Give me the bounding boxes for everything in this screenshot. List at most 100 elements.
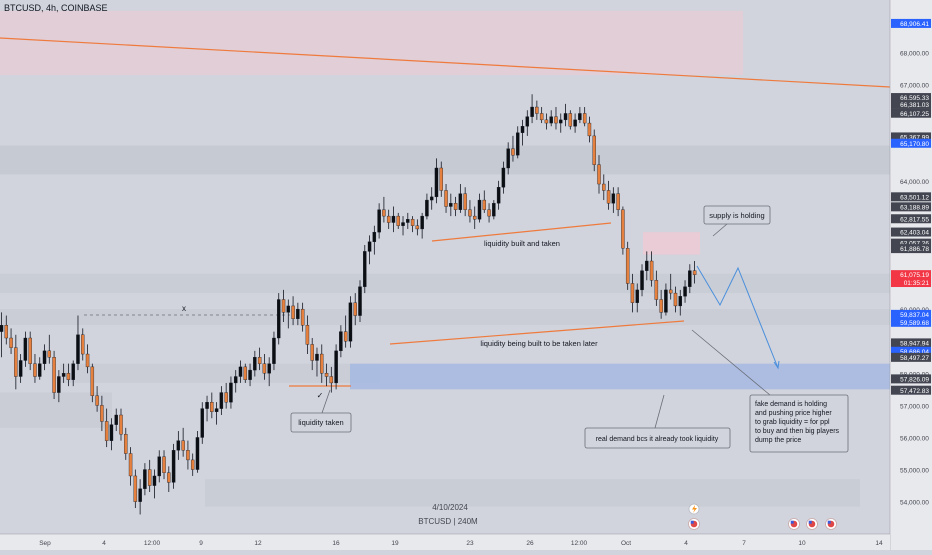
candle-body	[578, 113, 582, 121]
candle	[673, 286, 678, 313]
candle	[238, 360, 243, 383]
candle	[511, 135, 515, 162]
candle-body	[415, 225, 420, 230]
x-tick-label: 12:00	[571, 540, 588, 547]
x-tick-label: Sep	[39, 540, 51, 547]
candle	[592, 129, 596, 172]
candle	[42, 344, 47, 371]
candle-body	[286, 305, 291, 313]
price-tag-bg	[891, 385, 931, 395]
candle	[683, 280, 687, 303]
candle	[262, 354, 267, 380]
time-axis[interactable]: Sep 4 12:00 9 12 16 19 23 26 12:00 Oct 4 7 10 14	[0, 533, 890, 550]
y-tick-label: 57,000.00	[900, 403, 929, 410]
candle	[578, 107, 582, 124]
price-tag-bg	[891, 138, 931, 148]
candle	[401, 216, 405, 236]
candle	[143, 463, 147, 496]
candle	[272, 331, 276, 371]
candle	[621, 206, 625, 255]
candle	[181, 427, 185, 457]
zone-0	[0, 10, 743, 75]
candle	[229, 376, 233, 409]
candle-body	[339, 331, 343, 352]
candle	[616, 187, 620, 217]
candle-body	[291, 305, 295, 319]
candle	[396, 212, 400, 229]
candle-body	[358, 286, 362, 316]
candle	[506, 142, 510, 175]
candle	[152, 469, 157, 499]
price-tag-label: 66,381.03	[900, 102, 929, 109]
candle	[28, 331, 32, 371]
candle	[645, 251, 649, 281]
liquidity-built-line	[431, 222, 612, 242]
callout-liquidity-taken-box	[290, 412, 352, 433]
x-tick-label: 4	[102, 540, 106, 547]
candle	[300, 302, 305, 332]
price-tag: 62,817.55	[891, 214, 931, 223]
candle-body	[573, 119, 577, 127]
zone-2	[0, 273, 890, 294]
candle-body	[487, 209, 491, 217]
candle	[348, 296, 353, 348]
us-flag-icon[interactable]	[688, 518, 700, 530]
candle-body	[501, 167, 506, 188]
callout-fake-demand-box	[749, 394, 849, 453]
price-tag-label: 58,497.27	[900, 355, 929, 362]
price-tag-bg	[891, 202, 931, 212]
us-flag-icon[interactable]	[806, 518, 818, 530]
candle	[9, 328, 13, 355]
candle	[257, 347, 262, 371]
price-axis[interactable]: 54,000.0055,000.0056,000.0057,000.0058,0…	[889, 0, 932, 550]
candle	[587, 116, 592, 143]
candle	[324, 363, 329, 387]
price-tag-bg	[891, 132, 931, 142]
candle	[415, 219, 420, 236]
candle-body	[52, 357, 56, 393]
candle	[47, 334, 52, 364]
candle	[305, 315, 310, 355]
pointer-fake-demand	[691, 329, 771, 396]
candle	[535, 100, 539, 120]
price-tag-label: 62,403.04	[900, 230, 929, 237]
candle-body	[429, 196, 434, 201]
price-tag-label: 62,817.55	[900, 216, 929, 223]
candle	[243, 363, 248, 383]
us-flag-icon[interactable]	[788, 518, 800, 530]
candle	[654, 270, 659, 306]
price-tag-bg	[891, 352, 931, 362]
candle-body	[635, 289, 639, 303]
candle-body	[511, 148, 515, 156]
price-tag-bg	[891, 108, 931, 118]
candle	[544, 113, 549, 130]
candle-body	[109, 424, 114, 441]
candle-body	[606, 190, 611, 204]
candle-body	[678, 296, 682, 307]
candle	[477, 193, 482, 223]
zones-layer	[0, 10, 890, 507]
candle	[128, 447, 133, 486]
candle-body	[233, 376, 238, 384]
lightning-icon[interactable]	[688, 503, 700, 515]
candle	[104, 408, 109, 448]
candle-body	[200, 408, 204, 438]
price-tag: 68,906.41	[891, 18, 931, 28]
candle	[439, 161, 443, 197]
price-tag: 66,595.33	[891, 93, 931, 102]
candle-body	[401, 222, 405, 226]
candle-body	[582, 113, 587, 124]
us-flag-icon[interactable]	[825, 518, 837, 530]
candle-body	[616, 193, 620, 210]
price-tag-bg	[891, 192, 931, 202]
price-tag-label: 66,595.33	[900, 95, 929, 102]
candle-body	[257, 357, 262, 364]
candle-body	[587, 122, 592, 137]
zone-7	[205, 479, 860, 507]
candle-body	[133, 475, 138, 502]
candle	[76, 315, 80, 371]
candle	[386, 209, 391, 229]
candle-body	[640, 270, 644, 291]
candle-body	[162, 456, 166, 473]
